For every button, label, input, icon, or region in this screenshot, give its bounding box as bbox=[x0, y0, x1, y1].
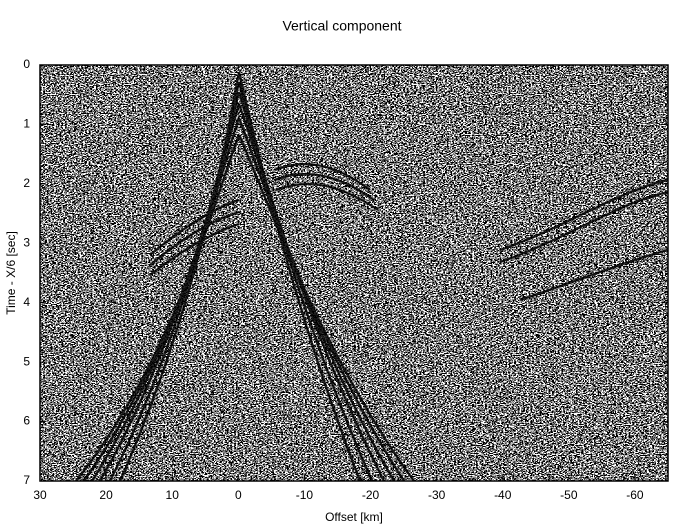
y-tick-label: 0 bbox=[23, 57, 30, 71]
y-tick-label: 5 bbox=[23, 354, 30, 368]
chart-title: Vertical component bbox=[282, 18, 401, 34]
x-tick-label: -10 bbox=[296, 488, 314, 502]
y-tick-label: 7 bbox=[23, 473, 30, 487]
y-axis-label: Time - X/6 [sec] bbox=[4, 231, 18, 315]
x-tick-label: 10 bbox=[166, 488, 180, 502]
x-tick-label: -40 bbox=[494, 488, 512, 502]
x-tick-label: -30 bbox=[428, 488, 446, 502]
y-tick-label: 4 bbox=[23, 295, 30, 309]
x-tick-label: -60 bbox=[626, 488, 644, 502]
x-tick-label: -50 bbox=[560, 488, 578, 502]
plot-frame bbox=[39, 64, 669, 482]
x-tick-label: 0 bbox=[235, 488, 242, 502]
y-tick-label: 3 bbox=[23, 235, 30, 249]
x-tick-label: 30 bbox=[33, 488, 47, 502]
x-tick-label: -20 bbox=[362, 488, 380, 502]
seismic-image bbox=[40, 65, 668, 481]
y-tick-label: 6 bbox=[23, 414, 30, 428]
y-tick-label: 2 bbox=[23, 176, 30, 190]
y-tick-label: 1 bbox=[23, 117, 30, 131]
x-tick-label: 20 bbox=[99, 488, 113, 502]
x-axis-label: Offset [km] bbox=[325, 510, 383, 524]
